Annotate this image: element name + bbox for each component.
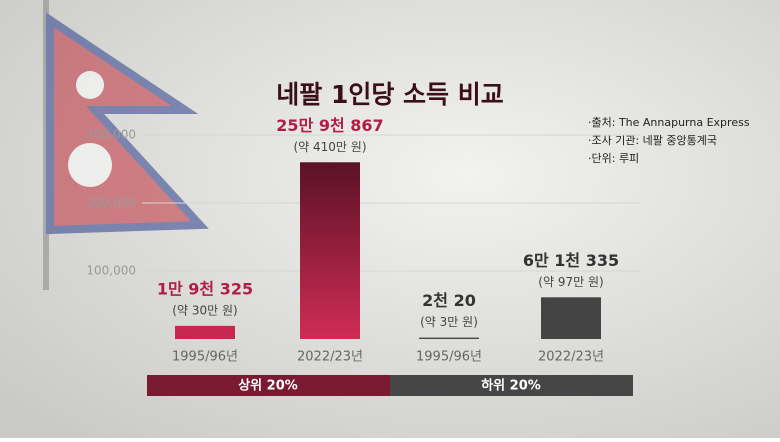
bar xyxy=(419,337,479,339)
note: ·조사 기관: 네팔 중앙통계국 xyxy=(588,134,717,147)
note: ·단위: 루피 xyxy=(588,152,639,165)
value-label: 2천 20 xyxy=(422,291,476,310)
group-band xyxy=(147,375,390,396)
group-label: 상위 20% xyxy=(238,379,298,394)
value-label: 1만 9천 325 xyxy=(157,279,253,298)
bar xyxy=(300,162,360,339)
y-tick-label: 100,000 xyxy=(86,264,136,278)
note: ·출처: The Annapurna Express xyxy=(588,116,750,129)
bar xyxy=(541,297,601,339)
x-tick-label: 1995/96년 xyxy=(416,350,482,365)
value-annotation: (약 30만 원) xyxy=(172,302,237,317)
value-label: 25만 9천 867 xyxy=(276,116,383,135)
value-annotation: (약 410만 원) xyxy=(293,139,366,154)
y-tick-label: 300,000 xyxy=(86,128,136,142)
x-tick-label: 2022/23년 xyxy=(538,350,604,365)
x-tick-label: 2022/23년 xyxy=(297,350,363,365)
y-tick-label: 200,000 xyxy=(86,196,136,210)
chart-title: 네팔 1인당 소득 비교 xyxy=(276,80,504,109)
group-label: 하위 20% xyxy=(481,378,541,394)
value-annotation: (약 97만 원) xyxy=(538,274,603,289)
value-label: 6만 1천 335 xyxy=(523,251,619,270)
group-band xyxy=(390,375,633,396)
bar xyxy=(175,325,235,339)
flag xyxy=(43,0,209,290)
x-tick-label: 1995/96년 xyxy=(172,350,238,365)
value-annotation: (약 3만 원) xyxy=(420,314,478,329)
